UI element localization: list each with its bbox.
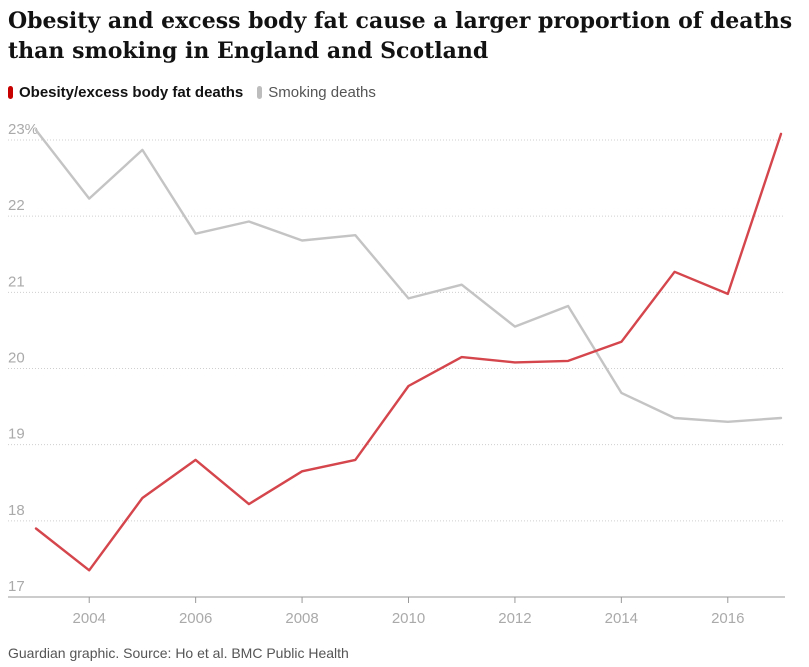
x-tick-labels: 2004 2006 2008 2010 2012 2014 2016 — [73, 610, 745, 627]
source-note: Guardian graphic. Source: Ho et al. BMC … — [8, 645, 349, 661]
legend-swatch-smoking — [257, 85, 263, 99]
series-line-smoking — [34, 128, 783, 423]
chart-title: Obesity and excess body fat cause a larg… — [8, 8, 793, 64]
series-lines — [34, 128, 783, 572]
y-tick-label-19: 19 — [8, 426, 25, 443]
x-tick-label-2014: 2014 — [605, 610, 638, 627]
legend-label-obesity: Obesity/excess body fat deaths — [19, 83, 244, 101]
x-tick-label-2006: 2006 — [179, 610, 212, 627]
y-tick-labels: 17 18 19 20 21 22 23% — [8, 121, 38, 595]
y-tick-label-18: 18 — [8, 502, 25, 519]
legend-item-obesity: Obesity/excess body fat deaths — [8, 84, 243, 101]
x-tick-label-2004: 2004 — [73, 610, 106, 627]
legend: Obesity/excess body fat deaths Smoking d… — [8, 81, 390, 103]
legend-label-smoking: Smoking deaths — [268, 83, 376, 101]
y-tick-label-17: 17 — [8, 578, 25, 595]
y-tick-label-20: 20 — [8, 350, 25, 367]
y-tick-label-22: 22 — [8, 197, 25, 214]
y-tick-label-21: 21 — [8, 273, 25, 290]
series-line-obesity — [34, 132, 783, 572]
x-tick-label-2016: 2016 — [711, 610, 744, 627]
legend-item-smoking: Smoking deaths — [257, 84, 376, 101]
gridlines — [8, 139, 785, 603]
legend-swatch-obesity — [8, 85, 13, 99]
x-tick-label-2008: 2008 — [285, 610, 318, 627]
x-tick-label-2010: 2010 — [392, 610, 425, 627]
x-tick-label-2012: 2012 — [498, 610, 531, 627]
line-chart: 17 18 19 20 21 22 23% 2004 2006 2008 2010 2012 2014… — [8, 121, 785, 627]
y-tick-label-23: 23% — [8, 121, 38, 138]
